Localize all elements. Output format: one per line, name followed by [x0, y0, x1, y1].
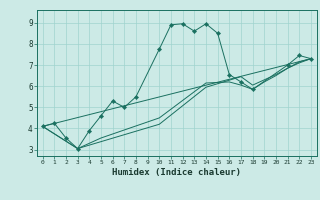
- X-axis label: Humidex (Indice chaleur): Humidex (Indice chaleur): [112, 168, 241, 177]
